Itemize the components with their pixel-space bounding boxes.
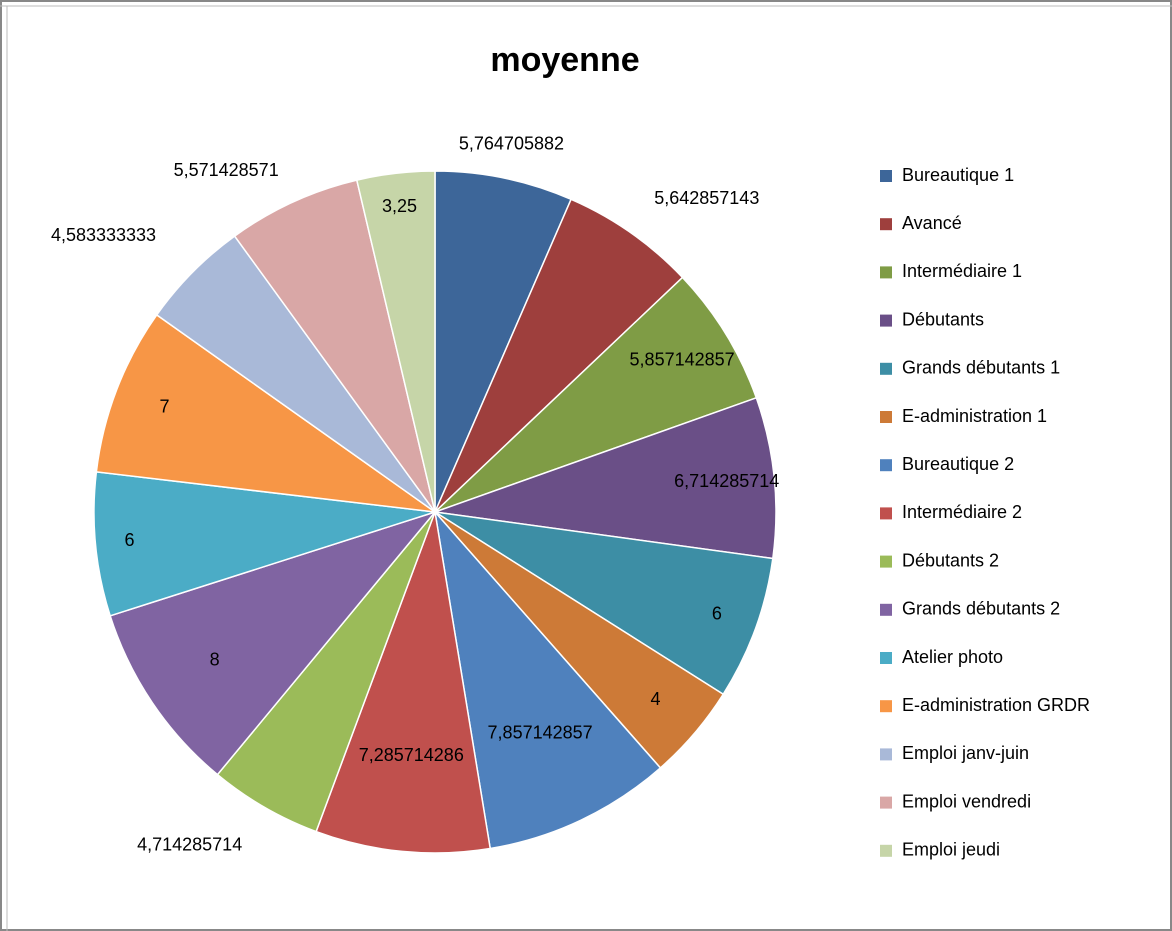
legend-swatch [880, 748, 892, 761]
legend-swatch [880, 507, 892, 520]
data-label: 6,714285714 [674, 471, 779, 491]
pie-slice [434, 511, 774, 696]
data-label: 4,714285714 [137, 834, 242, 854]
pie-slice [355, 170, 436, 513]
data-label: 6 [712, 604, 722, 624]
legend-label: E-administration 1 [902, 406, 1047, 426]
legend-swatch [880, 170, 892, 182]
legend-label: Bureautique 2 [902, 454, 1014, 474]
pie-slice [434, 198, 684, 513]
pie-slice [434, 396, 777, 560]
legend-swatch [880, 459, 892, 472]
data-label: 4,583333333 [51, 225, 156, 245]
pie-slice [434, 276, 758, 513]
data-label: 7 [159, 397, 169, 417]
pie-slice [315, 509, 492, 854]
legend-label: Atelier photo [902, 647, 1003, 667]
legend-label: Grands débutants 2 [902, 599, 1060, 619]
legend-label: Débutants 2 [902, 550, 999, 570]
legend-label: Avancé [902, 213, 962, 233]
legend-label: Emploi janv-juin [902, 743, 1029, 763]
data-label: 5,764705882 [459, 134, 564, 154]
data-label: 4 [651, 689, 661, 709]
data-label: 5,857142857 [630, 349, 735, 369]
legend-swatch [880, 796, 892, 809]
pie-slice [433, 509, 662, 850]
legend-swatch [880, 555, 892, 568]
legend-label: Emploi vendredi [902, 791, 1031, 811]
legend-swatch [880, 844, 892, 857]
data-label: 5,642857143 [654, 188, 759, 208]
data-label: 6 [124, 530, 134, 550]
data-label: 7,285714286 [359, 745, 464, 765]
legend-swatch [880, 314, 892, 327]
pie-slice [109, 510, 438, 776]
data-label: 8 [210, 650, 220, 670]
chart-title: moyenne [490, 41, 639, 79]
legend-swatch [880, 652, 892, 664]
legend-label: Grands débutants 1 [902, 358, 1060, 378]
pie-slice [434, 170, 573, 513]
legend-label: E-administration GRDR [902, 695, 1090, 715]
legend-swatch [880, 411, 892, 423]
legend-label: Intermédiaire 2 [902, 502, 1022, 522]
pie-slice [95, 313, 436, 513]
pie-slice [93, 471, 436, 617]
legend-swatch [880, 266, 892, 279]
legend-label: Intermédiaire 1 [902, 261, 1022, 281]
legend-swatch [880, 603, 892, 616]
legend-swatch [880, 218, 892, 231]
data-label: 3,25 [382, 196, 417, 216]
legend-label: Débutants [902, 309, 984, 329]
legend-swatch [880, 700, 892, 713]
data-label: 7,857142857 [488, 723, 593, 743]
legend-label: Emploi jeudi [902, 840, 1000, 860]
legend-label: Bureautique 1 [902, 165, 1014, 185]
data-label: 5,571428571 [174, 160, 279, 180]
legend-swatch [880, 362, 892, 375]
pie-slice [233, 179, 436, 513]
